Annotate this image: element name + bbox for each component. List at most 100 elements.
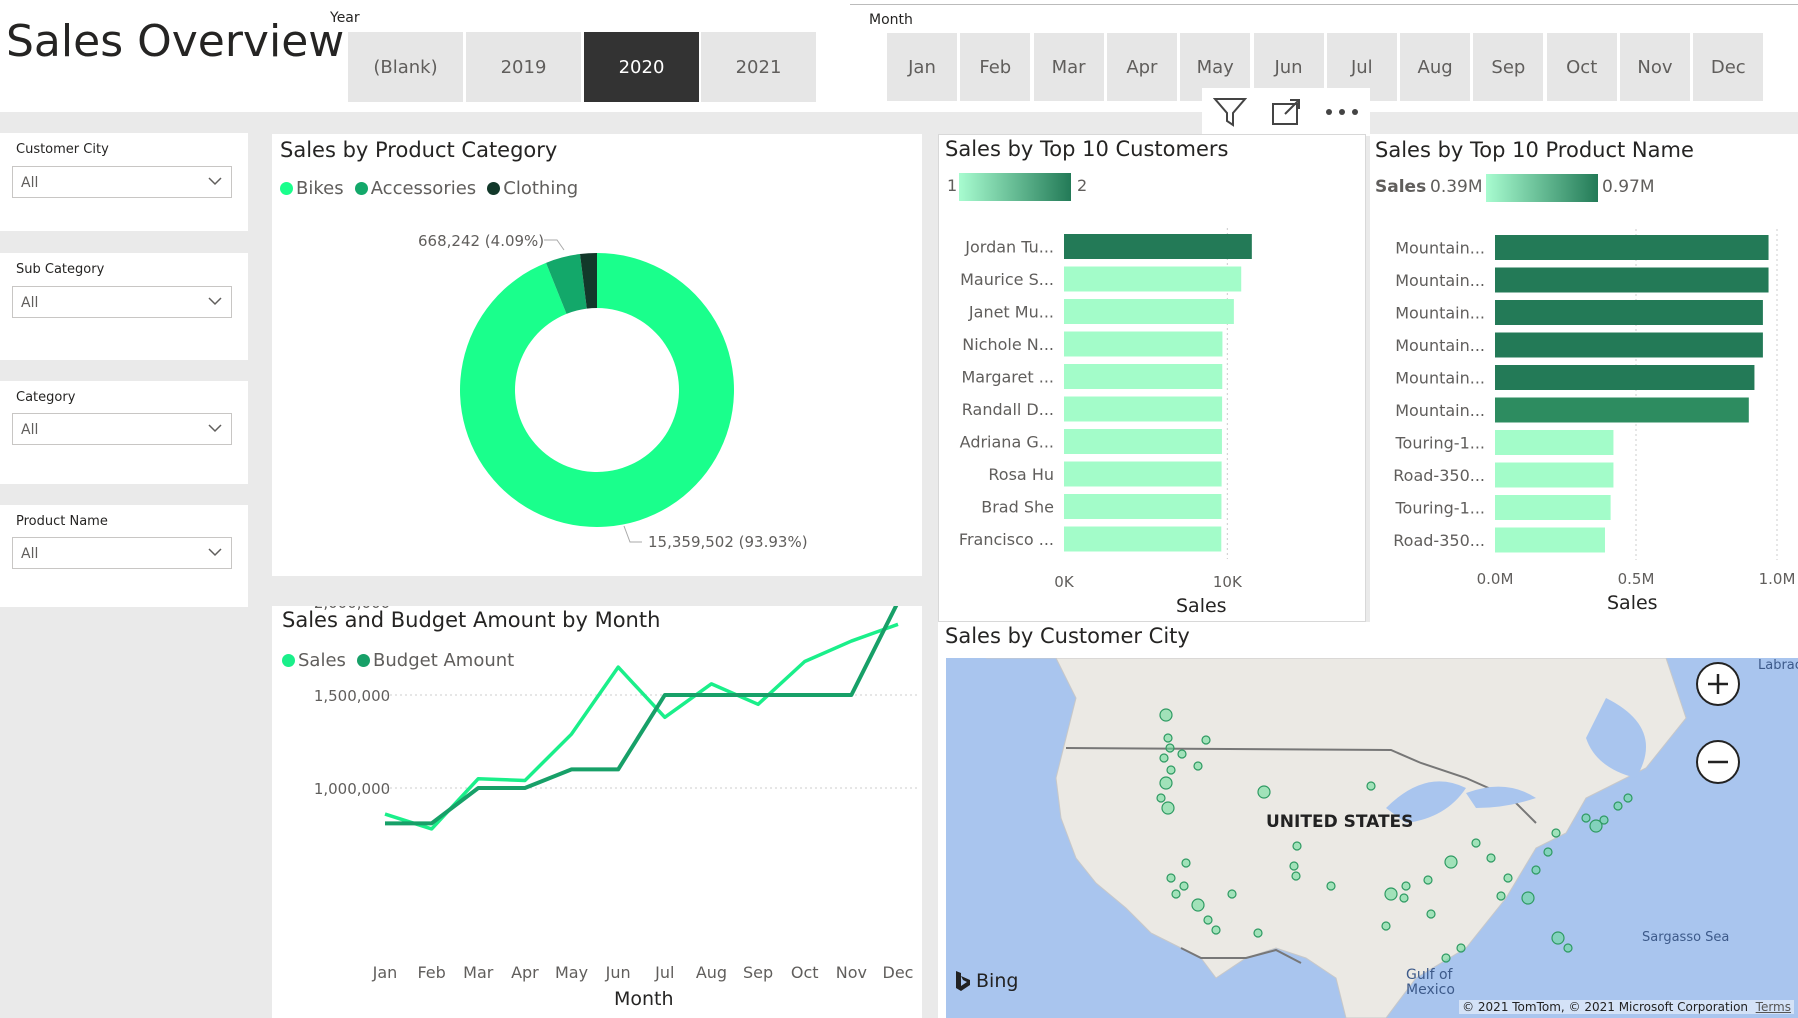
month-option-sep[interactable]: Sep bbox=[1473, 33, 1544, 101]
city-bubble[interactable] bbox=[1289, 861, 1299, 871]
donut-slice-accessories[interactable] bbox=[546, 254, 587, 314]
bar[interactable] bbox=[1064, 494, 1222, 519]
bar[interactable] bbox=[1495, 365, 1755, 390]
city-bubble[interactable] bbox=[1521, 891, 1535, 905]
bar[interactable] bbox=[1495, 527, 1605, 553]
city-bubble[interactable] bbox=[1441, 953, 1451, 963]
city-bubble[interactable] bbox=[1543, 847, 1553, 857]
zoom-in-button[interactable] bbox=[1696, 662, 1740, 706]
city-bubble[interactable] bbox=[1179, 881, 1189, 891]
bar[interactable] bbox=[1064, 331, 1223, 357]
city-bubble[interactable] bbox=[1166, 765, 1176, 775]
city-bubble[interactable] bbox=[1291, 871, 1301, 881]
city-bubble[interactable] bbox=[1496, 891, 1506, 901]
city-bubble[interactable] bbox=[1166, 873, 1176, 883]
year-option-2021[interactable]: 2021 bbox=[701, 32, 816, 102]
category-donut-card[interactable]: Sales by Product Category Bikes Accessor… bbox=[272, 134, 922, 576]
city-bubble[interactable] bbox=[1177, 749, 1187, 759]
legend-item-clothing[interactable]: Clothing bbox=[487, 178, 578, 199]
series-line-sales[interactable] bbox=[384, 622, 899, 831]
month-option-aug[interactable]: Aug bbox=[1400, 33, 1471, 101]
city-bubble[interactable] bbox=[1381, 921, 1391, 931]
city-bubble[interactable] bbox=[1503, 873, 1513, 883]
bar[interactable] bbox=[1064, 526, 1222, 552]
city-bubble[interactable] bbox=[1159, 708, 1173, 722]
bar[interactable] bbox=[1064, 234, 1252, 259]
month-option-oct[interactable]: Oct bbox=[1546, 33, 1617, 101]
category-dropdown[interactable]: All bbox=[12, 413, 232, 445]
month-option-feb[interactable]: Feb bbox=[960, 33, 1031, 101]
city-bubble[interactable] bbox=[1423, 875, 1433, 885]
year-option-blank[interactable]: (Blank) bbox=[348, 32, 463, 102]
month-option-nov[interactable]: Nov bbox=[1620, 33, 1690, 101]
city-bubble[interactable] bbox=[1193, 761, 1203, 771]
month-option-dec[interactable]: Dec bbox=[1693, 33, 1764, 101]
year-option-2019[interactable]: 2019 bbox=[466, 32, 581, 102]
city-bubble[interactable] bbox=[1181, 858, 1191, 868]
sales-budget-card[interactable]: Sales and Budget Amount by Month Sales B… bbox=[272, 606, 922, 1018]
bar[interactable] bbox=[1495, 235, 1769, 260]
city-bubble[interactable] bbox=[1551, 828, 1561, 838]
city-bubble[interactable] bbox=[1384, 887, 1398, 901]
city-bubble[interactable] bbox=[1159, 776, 1173, 790]
city-bubble[interactable] bbox=[1203, 915, 1213, 925]
legend-item-accessories[interactable]: Accessories bbox=[354, 178, 476, 199]
zoom-out-button[interactable] bbox=[1696, 740, 1740, 784]
focus-mode-icon[interactable] bbox=[1258, 88, 1314, 136]
top-customers-card[interactable]: Sales by Top 10 Customers 1 2 Jordan Tu.… bbox=[938, 134, 1366, 622]
bar[interactable] bbox=[1064, 461, 1222, 487]
sub-category-dropdown[interactable]: All bbox=[12, 286, 232, 318]
top-products-card[interactable]: Sales by Top 10 Product Name Sales 0.39M… bbox=[1370, 134, 1798, 622]
city-bubble[interactable] bbox=[1292, 841, 1302, 851]
city-bubble[interactable] bbox=[1623, 793, 1633, 803]
bar[interactable] bbox=[1064, 396, 1223, 422]
more-options-icon[interactable] bbox=[1314, 88, 1370, 136]
bar[interactable] bbox=[1064, 429, 1222, 454]
month-option-mar[interactable]: Mar bbox=[1033, 33, 1104, 101]
city-bubble[interactable] bbox=[1191, 898, 1205, 912]
donut-slice-bikes[interactable] bbox=[460, 253, 734, 527]
city-bubble[interactable] bbox=[1563, 943, 1573, 953]
bar[interactable] bbox=[1495, 430, 1614, 455]
legend-item-sales[interactable]: Sales bbox=[282, 650, 346, 671]
legend-item-bikes[interactable]: Bikes bbox=[280, 178, 344, 199]
terms-link[interactable]: Terms bbox=[1755, 1000, 1791, 1014]
bar[interactable] bbox=[1495, 332, 1763, 358]
city-bubble[interactable] bbox=[1257, 785, 1271, 799]
city-bubble[interactable] bbox=[1326, 881, 1336, 891]
city-bubble[interactable] bbox=[1444, 855, 1458, 869]
city-bubble[interactable] bbox=[1486, 853, 1496, 863]
city-bubble[interactable] bbox=[1581, 813, 1591, 823]
map-canvas[interactable]: UNITED STATES Gulf of Mexico Sargasso Se… bbox=[946, 658, 1798, 1018]
product-name-dropdown[interactable]: All bbox=[12, 537, 232, 569]
bar[interactable] bbox=[1495, 462, 1614, 488]
city-bubble[interactable] bbox=[1211, 925, 1221, 935]
city-bubble[interactable] bbox=[1471, 838, 1481, 848]
city-bubble[interactable] bbox=[1171, 889, 1181, 899]
filter-icon[interactable] bbox=[1202, 88, 1258, 136]
city-bubble[interactable] bbox=[1399, 893, 1409, 903]
city-bubble[interactable] bbox=[1401, 881, 1411, 891]
city-bubble[interactable] bbox=[1163, 733, 1173, 743]
city-bubble[interactable] bbox=[1161, 801, 1175, 815]
legend-item-budget-amount[interactable]: Budget Amount bbox=[357, 650, 514, 671]
bar[interactable] bbox=[1064, 364, 1223, 389]
city-bubble[interactable] bbox=[1159, 753, 1169, 763]
city-bubble[interactable] bbox=[1599, 815, 1609, 825]
bar[interactable] bbox=[1495, 300, 1763, 325]
city-bubble[interactable] bbox=[1531, 865, 1541, 875]
year-option-2020[interactable]: 2020 bbox=[584, 32, 699, 102]
bar[interactable] bbox=[1495, 495, 1611, 520]
city-bubble[interactable] bbox=[1613, 801, 1623, 811]
city-bubble[interactable] bbox=[1426, 909, 1436, 919]
city-bubble[interactable] bbox=[1589, 819, 1603, 833]
city-bubble[interactable] bbox=[1456, 943, 1466, 953]
city-bubble[interactable] bbox=[1165, 743, 1175, 753]
customer-city-dropdown[interactable]: All bbox=[12, 166, 232, 198]
bar[interactable] bbox=[1495, 397, 1749, 423]
city-bubble[interactable] bbox=[1227, 889, 1237, 899]
city-bubble[interactable] bbox=[1253, 928, 1263, 938]
customer-city-map-card[interactable]: Sales by Customer City UNITED STATES Gul… bbox=[938, 622, 1798, 1018]
bar[interactable] bbox=[1064, 266, 1242, 292]
city-bubble[interactable] bbox=[1201, 735, 1211, 745]
